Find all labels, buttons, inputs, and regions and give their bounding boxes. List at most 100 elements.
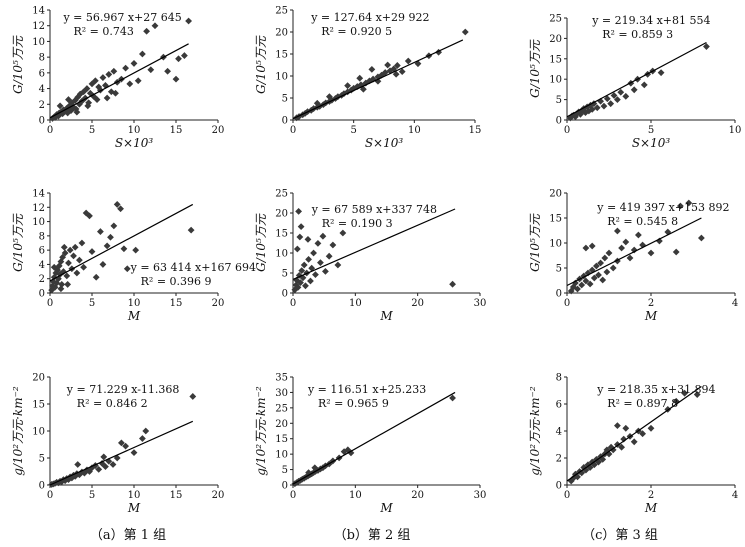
y-axis-title: G/10⁵万元 bbox=[528, 213, 542, 272]
data-point bbox=[73, 269, 81, 277]
data-point bbox=[319, 232, 327, 240]
data-point bbox=[635, 231, 642, 239]
y-tick-label: 0 bbox=[556, 481, 562, 492]
data-point bbox=[59, 253, 66, 261]
data-point bbox=[110, 222, 118, 230]
y-axis-title: G/10⁵万元 bbox=[11, 35, 25, 94]
data-point bbox=[122, 64, 129, 72]
x-tick-label: 15 bbox=[170, 490, 183, 501]
data-point bbox=[311, 464, 319, 472]
data-point bbox=[582, 277, 590, 285]
y-tick-label: 5 bbox=[282, 269, 288, 280]
y-tick-label: 20 bbox=[275, 209, 288, 220]
data-point bbox=[296, 233, 304, 241]
y-tick-label: 15 bbox=[275, 434, 288, 445]
data-point bbox=[83, 85, 91, 92]
x-tick-label: 20 bbox=[411, 490, 424, 501]
data-point bbox=[620, 435, 628, 443]
data-point bbox=[55, 275, 62, 283]
y-tick-label: 15 bbox=[32, 400, 45, 411]
regression-equation: y = 56.967 x+27 645 bbox=[62, 11, 181, 24]
data-point bbox=[297, 279, 304, 286]
y-tick-label: 0 bbox=[556, 116, 562, 127]
x-axis-title: S×10³ bbox=[632, 136, 671, 150]
y-axis-title: G/10⁵万元 bbox=[254, 35, 268, 94]
data-point bbox=[398, 68, 406, 75]
y-tick-label: 0 bbox=[556, 289, 562, 300]
data-point bbox=[618, 443, 625, 451]
x-tick-label: 20 bbox=[212, 125, 225, 136]
x-tick-label: 0 bbox=[290, 125, 296, 136]
data-point bbox=[574, 285, 581, 293]
data-point bbox=[93, 96, 101, 103]
data-point bbox=[314, 240, 322, 247]
data-point bbox=[312, 271, 319, 278]
data-point bbox=[91, 77, 99, 85]
data-point bbox=[102, 463, 109, 471]
data-point bbox=[569, 474, 577, 482]
y-tick-label: 5 bbox=[282, 465, 288, 476]
data-point bbox=[60, 243, 68, 251]
data-point bbox=[339, 229, 347, 237]
data-point bbox=[78, 239, 86, 247]
x-axis-title: S×10³ bbox=[115, 136, 154, 150]
data-point bbox=[614, 441, 621, 448]
data-point bbox=[81, 469, 88, 477]
y-tick-label: 0 bbox=[39, 481, 45, 492]
data-point bbox=[175, 55, 182, 63]
y-axis-title: G/10⁵万元 bbox=[254, 213, 268, 272]
x-tick-label: 20 bbox=[212, 490, 225, 501]
x-tick-label: 5 bbox=[648, 125, 654, 136]
x-tick-label: 30 bbox=[474, 298, 487, 309]
x-tick-label: 0 bbox=[47, 298, 53, 309]
data-point bbox=[118, 439, 125, 447]
y-tick-label: 25 bbox=[275, 403, 288, 414]
y-tick-label: 20 bbox=[549, 34, 562, 45]
data-point bbox=[393, 62, 401, 69]
data-point bbox=[647, 249, 655, 257]
data-point bbox=[572, 279, 579, 287]
caption-group-1: （a）第 1 组 bbox=[89, 528, 167, 543]
data-point bbox=[603, 95, 611, 103]
data-point bbox=[639, 430, 646, 438]
data-point bbox=[92, 273, 100, 281]
r-squared: R² = 0.965 9 bbox=[318, 397, 389, 410]
data-point bbox=[593, 104, 601, 112]
y-tick-label: 10 bbox=[275, 249, 288, 260]
y-axis-title: g/10²万元·km⁻² bbox=[11, 386, 25, 476]
data-point bbox=[630, 438, 638, 446]
data-point bbox=[297, 223, 305, 230]
data-point bbox=[647, 424, 655, 432]
y-axis-title: g/10²万元·km⁻² bbox=[254, 386, 268, 476]
data-point bbox=[185, 17, 192, 25]
data-point bbox=[71, 96, 79, 104]
data-point bbox=[677, 202, 684, 210]
data-point bbox=[607, 100, 615, 108]
data-point bbox=[83, 466, 91, 474]
x-tick-label: 5 bbox=[89, 125, 95, 136]
data-point bbox=[105, 71, 113, 78]
x-tick-label: 10 bbox=[729, 125, 742, 136]
data-point bbox=[618, 244, 625, 252]
x-tick-label: 10 bbox=[408, 125, 421, 136]
data-point bbox=[609, 446, 617, 454]
data-point bbox=[590, 100, 598, 108]
data-point bbox=[293, 245, 301, 253]
data-point bbox=[100, 453, 108, 461]
y-tick-label: 15 bbox=[549, 54, 562, 65]
y-tick-label: 10 bbox=[32, 217, 45, 228]
data-point bbox=[366, 77, 373, 85]
y-tick-label: 15 bbox=[275, 229, 288, 240]
y-tick-label: 20 bbox=[275, 28, 288, 39]
data-point bbox=[322, 268, 329, 275]
data-point bbox=[609, 264, 617, 272]
x-tick-label: 2 bbox=[648, 298, 654, 309]
x-axis-title: S×10³ bbox=[365, 136, 404, 150]
r-squared: R² = 0.920 5 bbox=[321, 25, 392, 38]
x-tick-label: 15 bbox=[170, 125, 183, 136]
data-point bbox=[582, 109, 589, 117]
data-point bbox=[404, 57, 412, 65]
data-point bbox=[356, 74, 364, 82]
x-tick-label: 10 bbox=[349, 490, 362, 501]
y-tick-label: 14 bbox=[32, 6, 45, 17]
